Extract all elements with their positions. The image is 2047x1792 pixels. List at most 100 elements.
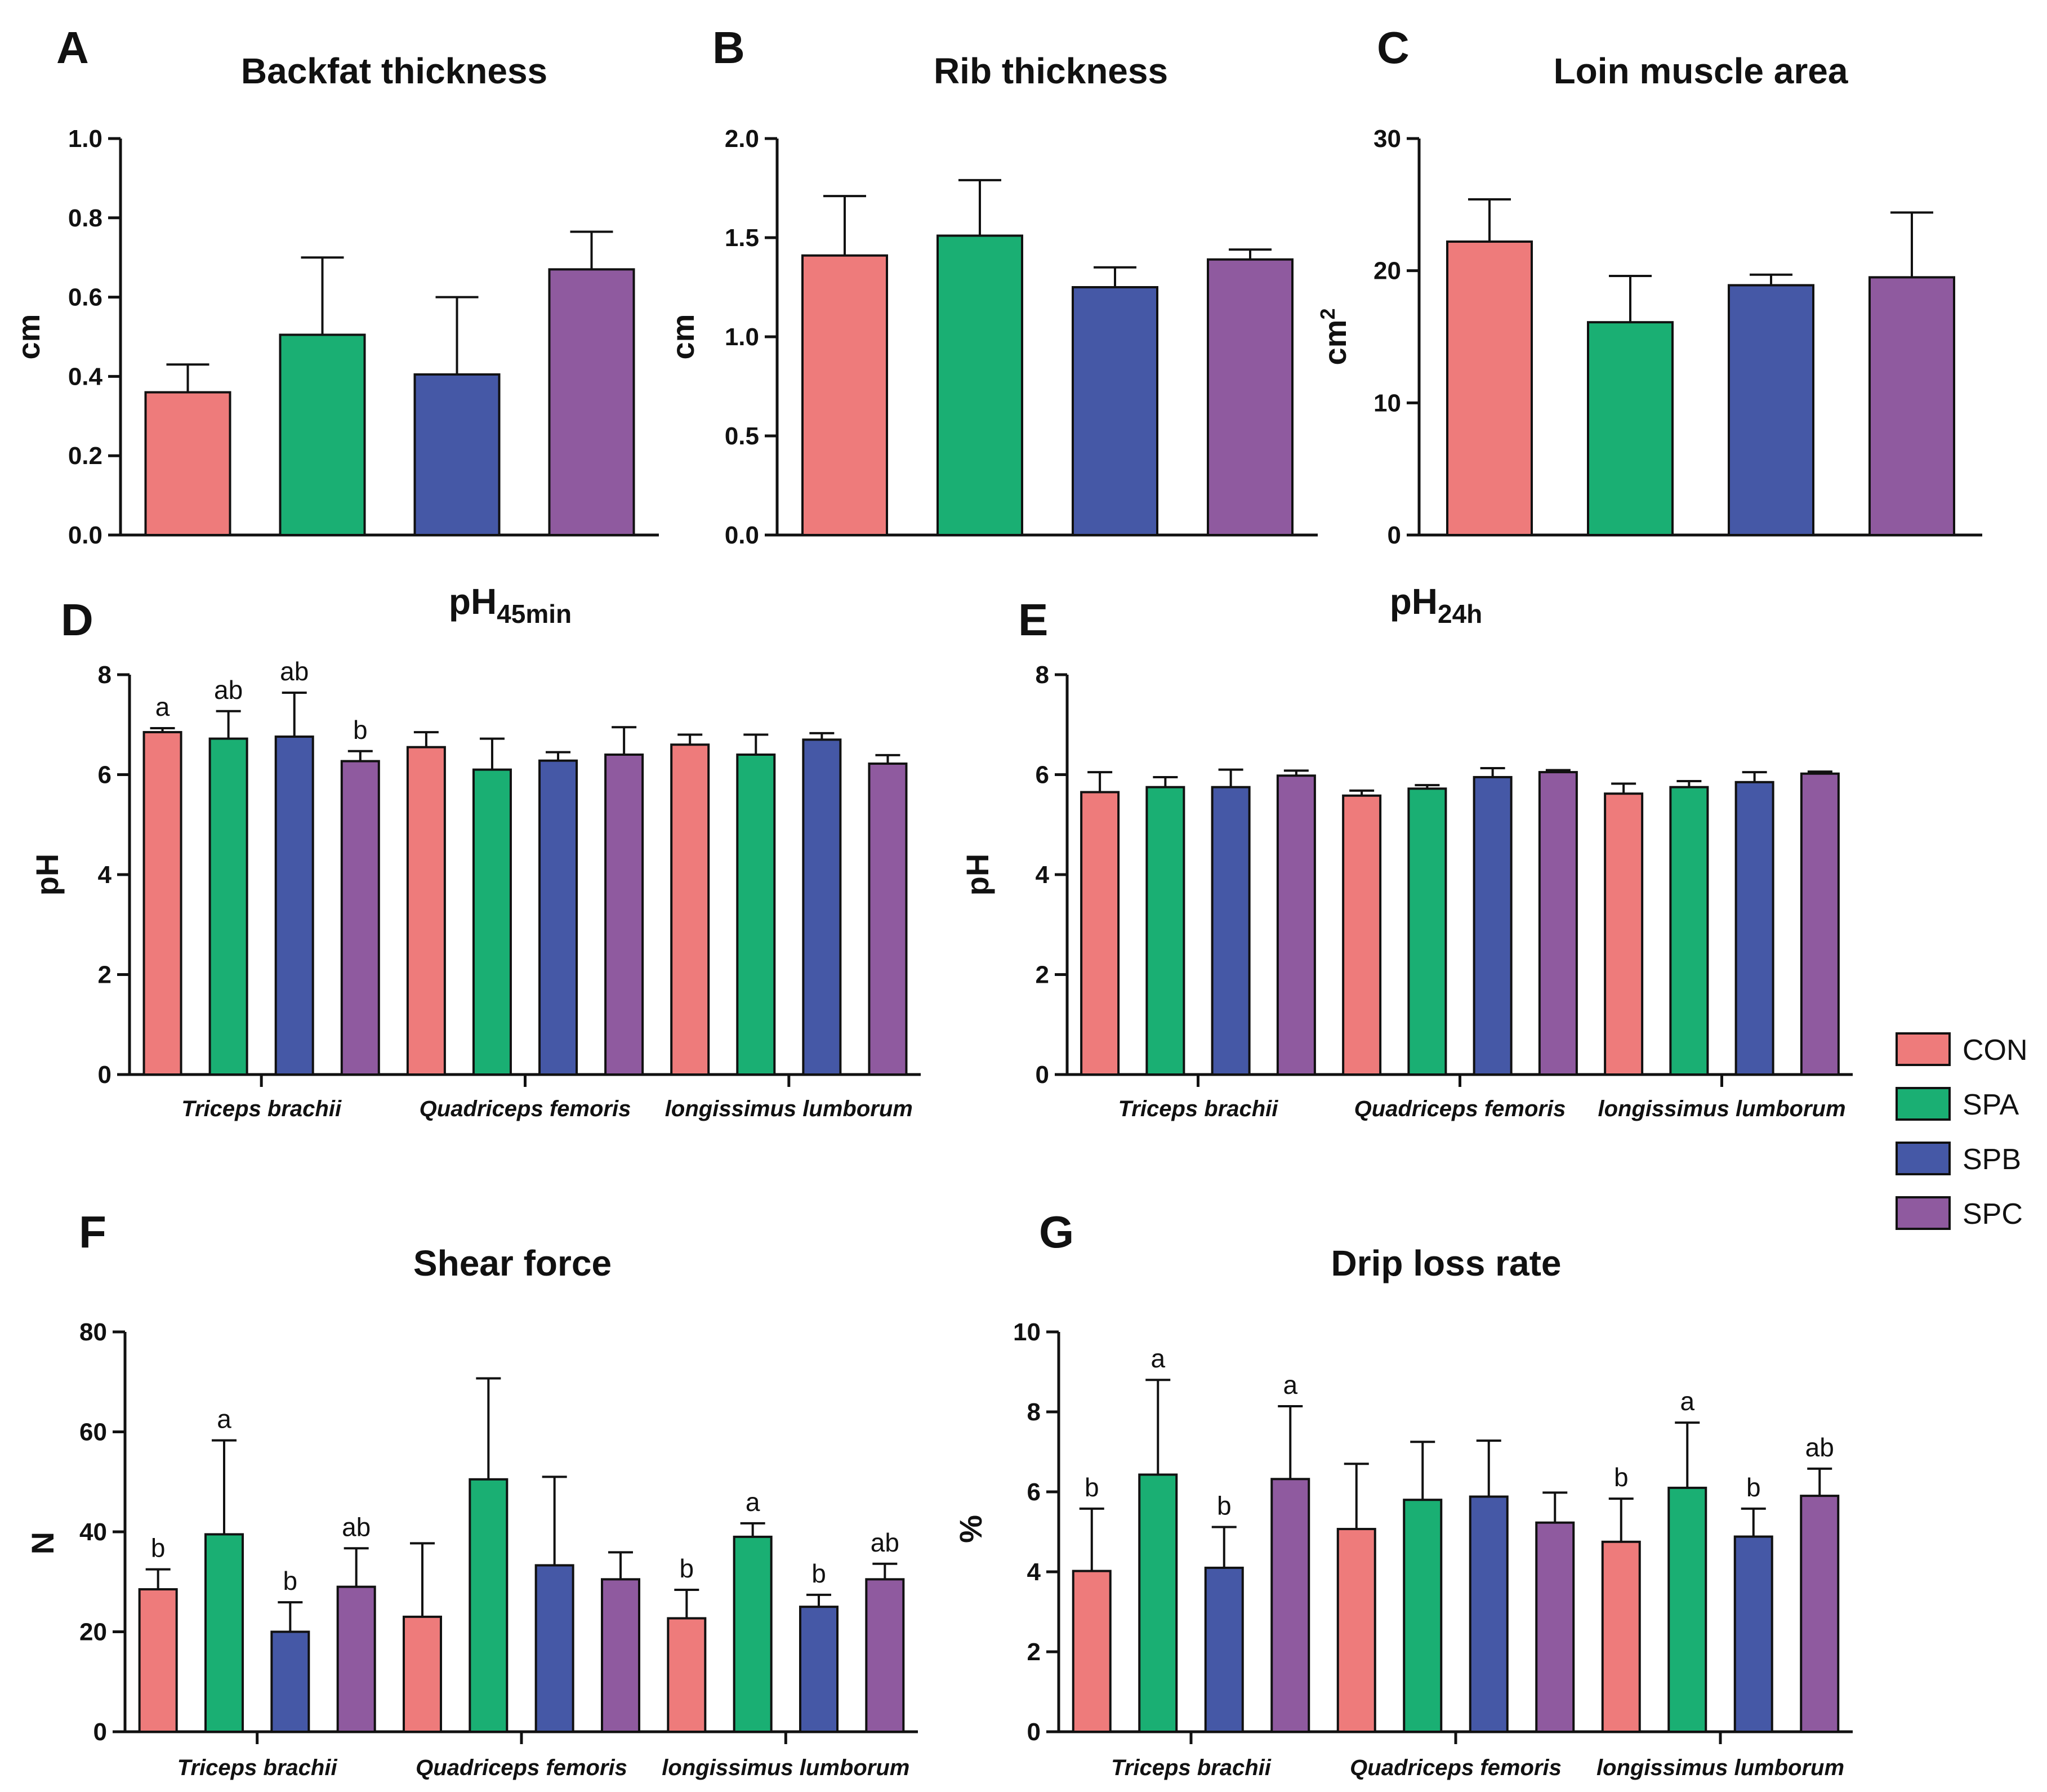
significance-label: b [1614,1463,1629,1492]
legend-swatch-spc [1896,1196,1951,1230]
y-axis-label-text: pH [29,854,65,896]
significance-label: ab [214,675,243,705]
y-axis-label: N [25,1532,60,1554]
y-tick-label: 2 [98,961,112,989]
bar-spc [868,762,908,1076]
bar-con [142,731,182,1076]
y-axis-label: pH [29,854,65,896]
panel-letter: G [1039,1207,1074,1257]
legend-label: SPC [1963,1198,2023,1231]
y-axis-label-text: cm [665,314,701,360]
legend-swatch-con [1896,1032,1951,1066]
y-tick-label: 6 [1027,1478,1041,1506]
bar-spa [1667,1486,1707,1733]
bar-spa [279,333,366,536]
bar-spb [534,1564,574,1733]
y-tick-label: 0 [93,1718,107,1746]
bar-spb [1728,284,1814,536]
bar-spa [1403,1499,1443,1733]
category-label: Quadriceps femoris [420,1096,631,1121]
bar-spc [1270,1478,1310,1733]
y-tick-label: 30 [1373,125,1401,153]
bar-spa [208,737,248,1076]
legend-swatch-spa [1896,1087,1951,1121]
significance-label: ab [871,1528,899,1557]
y-axis-label-text: cm [1317,320,1353,365]
legend: CON SPA SPB SPC [1896,1032,2028,1231]
chart-title-subscript: 45min [497,599,572,628]
significance-label: a [1680,1387,1694,1416]
legend-label: SPB [1963,1143,2021,1176]
significance-label: b [1746,1473,1761,1502]
y-tick-label: 10 [1013,1318,1041,1346]
significance-label: ab [280,657,309,686]
significance-label: b [283,1566,298,1595]
y-tick-label: 8 [98,661,112,689]
y-tick-label: 6 [98,761,112,789]
bar-spb [274,735,314,1076]
bar-spa [936,234,1023,537]
y-tick-label: 0 [98,1061,112,1089]
significance-label: a [217,1405,231,1434]
significance-label: b [151,1534,166,1563]
bar-spc [865,1578,905,1733]
bar-con [1336,1528,1376,1733]
significance-label: b [680,1554,694,1583]
bar-spb [802,738,842,1076]
bar-con [1080,791,1120,1076]
bar-con [406,746,446,1076]
bar-con [1446,240,1533,537]
bar-spb [1473,775,1513,1076]
bar-spc [604,754,644,1076]
chart-title-text: pH [449,581,497,622]
category-label: Triceps brachii [177,1755,338,1780]
y-axis-label-text: N [25,1532,60,1554]
y-tick-label: 10 [1373,389,1401,417]
chart-title: Rib thickness [934,51,1168,91]
y-tick-label: 0.5 [725,422,759,450]
bar-spa [472,768,512,1076]
panel-g: G Drip loss rate% 0 2 4 6 8 10 Triceps brachii b a… [953,1207,1853,1780]
bar-con [1601,1540,1641,1733]
y-tick-label: 0.4 [68,363,103,390]
y-tick-label: 0.2 [68,442,102,470]
bar-spc [1276,774,1316,1076]
y-tick-label: 0.8 [68,204,102,232]
y-axis-label: pH [960,854,995,896]
y-tick-label: 0 [1027,1718,1041,1746]
y-axis-label-superscript: 2 [1316,309,1339,320]
significance-label: a [1283,1370,1297,1399]
bar-con [1072,1570,1112,1733]
bar-spc [1868,276,1955,536]
significance-label: b [811,1559,826,1588]
significance-label: b [353,715,368,745]
bar-spb [270,1630,310,1733]
bar-con [138,1588,178,1733]
y-tick-label: 1.0 [725,323,759,351]
bar-spc [1207,258,1294,536]
y-axis-label-text: % [953,1515,988,1543]
category-label: longissimus lumborum [1598,1096,1845,1121]
chart-title-text: Shear force [413,1243,612,1283]
bar-spc [548,268,635,536]
category-label: Quadriceps femoris [1354,1096,1566,1121]
y-axis-label-text: cm [11,314,46,360]
bar-con [1604,792,1644,1076]
y-tick-label: 20 [1373,257,1401,285]
bar-spb [1072,286,1158,536]
category-label: longissimus lumborum [662,1755,909,1780]
bar-spb [1204,1566,1244,1733]
y-tick-label: 2 [1036,961,1049,989]
bar-spa [1669,786,1709,1076]
bar-spa [1587,321,1674,536]
y-tick-label: 2 [1027,1638,1041,1666]
bar-spb [1469,1495,1509,1733]
bar-spa [736,754,776,1076]
significance-label: a [155,692,170,721]
bar-spb [799,1606,839,1733]
y-tick-label: 8 [1027,1398,1041,1426]
bar-spa [733,1535,773,1733]
y-axis-label: % [953,1515,988,1543]
